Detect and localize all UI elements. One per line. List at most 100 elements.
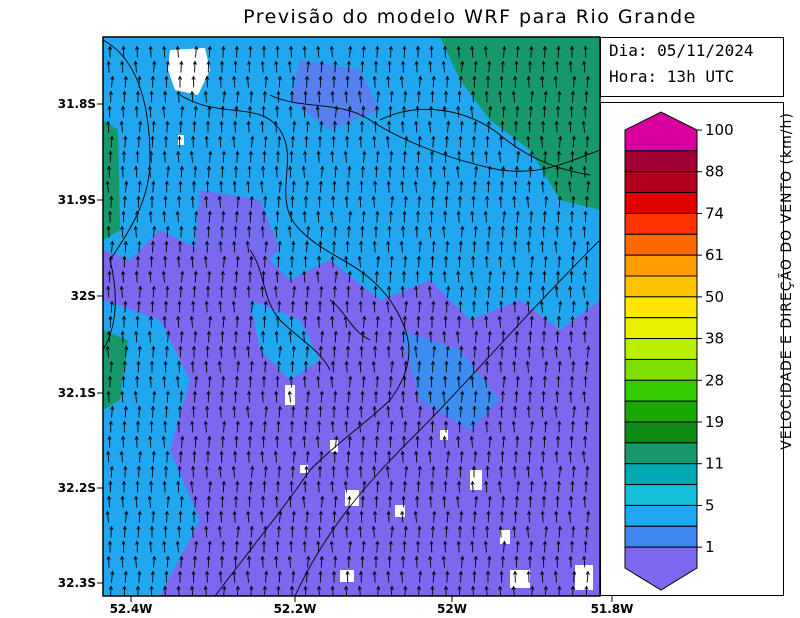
wind-arrow (557, 420, 562, 433)
wind-arrow (190, 195, 195, 208)
wind-arrow (148, 45, 153, 58)
wind-arrow (107, 105, 112, 118)
wind-arrow (360, 555, 365, 568)
wind-arrow (235, 315, 240, 328)
y-tick-label: 31.9S (58, 193, 96, 207)
wind-arrow (359, 285, 365, 298)
wind-arrow (163, 135, 169, 148)
wind-arrow (193, 495, 198, 508)
wind-arrow (471, 135, 477, 148)
wind-arrow (500, 225, 505, 238)
wind-arrow (302, 105, 307, 118)
wind-arrow (431, 465, 436, 478)
wind-arrow (386, 345, 391, 358)
wind-arrow (529, 150, 534, 163)
wind-arrow (387, 450, 392, 463)
wind-arrow (485, 570, 491, 583)
wind-arrow (358, 525, 363, 538)
wind-arrow (403, 255, 408, 268)
wind-arrow (165, 555, 170, 568)
wind-arrow (250, 300, 255, 313)
wind-arrow (483, 45, 488, 58)
wind-arrow (203, 420, 208, 433)
wind-arrow (177, 360, 182, 373)
wind-arrow (473, 120, 478, 133)
wind-arrow (331, 465, 336, 478)
wind-arrow (232, 345, 237, 358)
wind-arrow (110, 570, 115, 583)
wind-arrow (331, 525, 336, 538)
wind-arrow (487, 390, 492, 403)
wind-arrow (316, 45, 321, 58)
wind-arrow (360, 60, 365, 73)
wind-arrow (427, 285, 432, 298)
wind-arrow (134, 105, 139, 118)
wind-arrow (151, 120, 156, 133)
wind-arrow (527, 510, 532, 523)
wind-arrow (217, 195, 222, 208)
wind-arrow (541, 165, 547, 178)
wind-arrow (542, 105, 547, 118)
wind-arrow (249, 255, 254, 268)
wind-arrow (124, 180, 129, 193)
wind-arrow (569, 375, 575, 388)
wind-arrow (233, 450, 238, 463)
wind-arrow (357, 255, 362, 268)
wind-arrow (415, 210, 421, 223)
wind-arrow (302, 270, 307, 283)
wind-arrow (147, 330, 152, 343)
wind-arrow (446, 285, 451, 298)
wind-arrow (304, 240, 309, 253)
wind-arrow (303, 315, 308, 328)
wind-arrow (318, 405, 323, 418)
wind-arrow (569, 435, 574, 448)
wind-arrow (262, 90, 267, 103)
wind-arrow (233, 555, 238, 568)
y-tick-label: 31.8S (58, 97, 96, 111)
wind-arrow (527, 450, 532, 463)
wind-arrow (497, 315, 502, 328)
wind-arrow (121, 150, 127, 163)
wind-arrow (360, 165, 365, 178)
wind-arrow (137, 180, 142, 193)
wind-arrow (176, 315, 181, 328)
wind-arrow (235, 150, 240, 163)
wind-arrow (164, 510, 169, 523)
wind-arrow (427, 120, 432, 133)
wind-arrow (387, 330, 393, 343)
wind-arrow (109, 465, 114, 478)
wind-arrow (123, 405, 128, 418)
wind-arrow (486, 510, 491, 523)
wind-arrow (151, 510, 156, 523)
wind-arrow (390, 525, 395, 538)
wind-arrow (513, 450, 519, 463)
wind-arrow (136, 135, 141, 148)
wind-arrow (513, 345, 518, 358)
wind-arrow (539, 465, 544, 478)
wind-arrow (206, 165, 211, 178)
wind-arrow (332, 120, 337, 133)
wind-arrow (361, 435, 366, 448)
wind-arrow (399, 75, 404, 88)
wind-arrow (553, 405, 558, 418)
wind-arrow (345, 510, 351, 523)
wind-arrow (164, 405, 169, 418)
wind-arrow (557, 360, 562, 373)
wind-arrow (373, 225, 379, 238)
wind-arrow (444, 360, 449, 373)
wind-arrow (569, 270, 574, 283)
wind-arrow (358, 135, 363, 148)
wind-arrow (571, 300, 576, 313)
wind-arrow (387, 60, 392, 73)
wind-arrow (316, 315, 321, 328)
wind-arrow (556, 540, 561, 553)
wind-arrow (263, 525, 268, 538)
wind-arrow (135, 210, 140, 223)
wind-arrow (162, 150, 167, 163)
wind-arrow (175, 540, 180, 553)
wind-arrow (107, 165, 112, 178)
wind-arrow (569, 45, 575, 58)
wind-arrow (218, 240, 223, 253)
wind-arrow (344, 420, 349, 433)
